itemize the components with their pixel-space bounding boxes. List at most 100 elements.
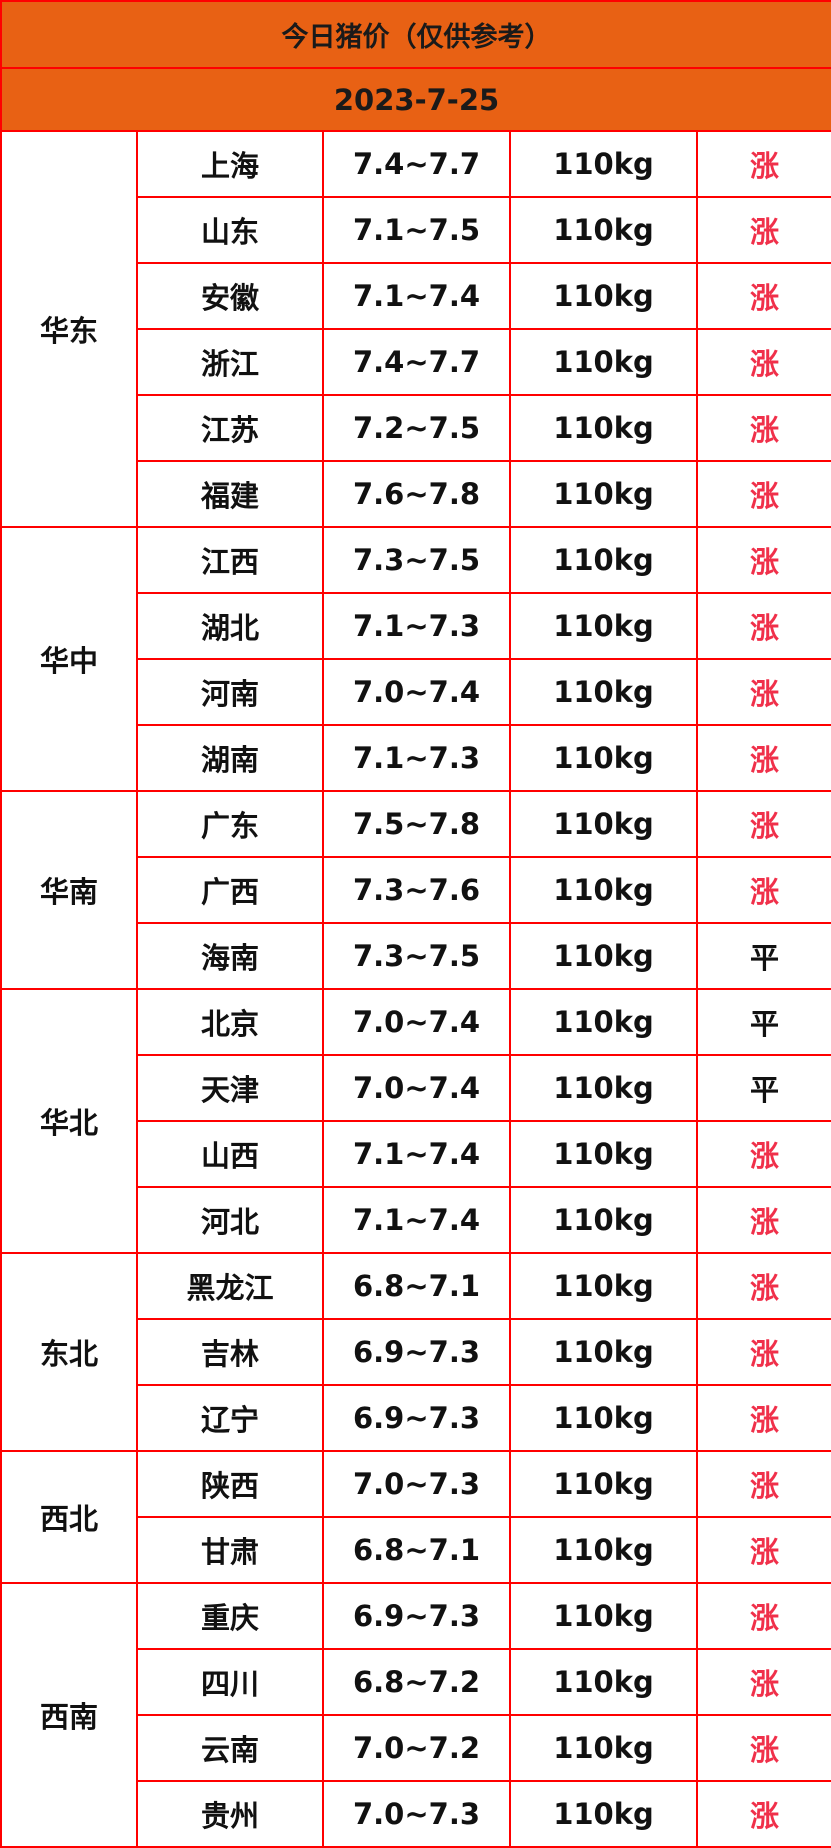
- table-row: 山东 7.1~7.5 110kg 涨: [1, 196, 831, 264]
- table-row: 华中 江西 7.3~7.5 110kg 涨: [0, 526, 831, 792]
- region-cell: 华东: [0, 130, 138, 528]
- province-cell: 云南: [136, 1714, 324, 1782]
- price-cell: 7.5~7.8: [322, 790, 511, 858]
- table-row: 四川 6.8~7.2 110kg 涨: [1, 1648, 831, 1716]
- trend-cell: 涨: [695, 262, 831, 330]
- weight-cell: 110kg: [509, 592, 698, 660]
- weight-cell: 110kg: [509, 1516, 698, 1584]
- weight-cell: 110kg: [509, 922, 698, 990]
- table-row: 江苏 7.2~7.5 110kg 涨: [1, 394, 831, 462]
- province-cell: 江苏: [136, 394, 324, 462]
- price-cell: 7.1~7.4: [322, 1120, 511, 1188]
- trend-cell: 平: [695, 988, 831, 1056]
- table-title: 今日猪价（仅供参考）: [0, 0, 831, 69]
- price-cell: 7.4~7.7: [322, 328, 511, 396]
- weight-cell: 110kg: [509, 658, 698, 726]
- price-cell: 7.1~7.4: [322, 1186, 511, 1254]
- price-cell: 7.0~7.2: [322, 1714, 511, 1782]
- weight-cell: 110kg: [509, 1054, 698, 1122]
- trend-cell: 涨: [695, 1186, 831, 1254]
- province-cell: 山西: [136, 1120, 324, 1188]
- table-row: 甘肃 6.8~7.1 110kg 涨: [1, 1516, 831, 1584]
- province-cell: 天津: [136, 1054, 324, 1122]
- weight-cell: 110kg: [509, 1780, 698, 1848]
- province-cell: 安徽: [136, 262, 324, 330]
- price-cell: 7.3~7.5: [322, 526, 511, 594]
- weight-cell: 110kg: [509, 856, 698, 924]
- table-row: 吉林 6.9~7.3 110kg 涨: [1, 1318, 831, 1386]
- weight-cell: 110kg: [509, 1714, 698, 1782]
- table-row: 湖北 7.1~7.3 110kg 涨: [1, 592, 831, 660]
- trend-cell: 涨: [695, 1780, 831, 1848]
- table-row: 天津 7.0~7.4 110kg 平: [1, 1054, 831, 1122]
- table-row: 福建 7.6~7.8 110kg 涨: [1, 460, 831, 528]
- price-cell: 7.0~7.4: [322, 658, 511, 726]
- province-cell: 福建: [136, 460, 324, 528]
- trend-cell: 涨: [695, 790, 831, 858]
- table-row: 安徽 7.1~7.4 110kg 涨: [1, 262, 831, 330]
- table-row: 浙江 7.4~7.7 110kg 涨: [1, 328, 831, 396]
- price-cell: 7.1~7.4: [322, 262, 511, 330]
- province-cell: 广西: [136, 856, 324, 924]
- province-cell: 贵州: [136, 1780, 324, 1848]
- province-cell: 重庆: [136, 1582, 324, 1650]
- price-cell: 7.4~7.7: [322, 130, 511, 198]
- trend-cell: 涨: [695, 1648, 831, 1716]
- table-row: 辽宁 6.9~7.3 110kg 涨: [1, 1384, 831, 1452]
- province-cell: 湖北: [136, 592, 324, 660]
- price-cell: 6.9~7.3: [322, 1384, 511, 1452]
- province-cell: 陕西: [136, 1450, 324, 1518]
- price-cell: 7.3~7.6: [322, 856, 511, 924]
- table-row: 华北 北京 7.0~7.4 110kg 平: [0, 988, 831, 1254]
- province-cell: 广东: [136, 790, 324, 858]
- table-row: 河南 7.0~7.4 110kg 涨: [1, 658, 831, 726]
- region-cell: 西南: [0, 1582, 138, 1848]
- province-cell: 河北: [136, 1186, 324, 1254]
- price-cell: 7.0~7.3: [322, 1450, 511, 1518]
- province-cell: 浙江: [136, 328, 324, 396]
- region-cell: 西北: [0, 1450, 138, 1584]
- province-cell: 湖南: [136, 724, 324, 792]
- weight-cell: 110kg: [509, 724, 698, 792]
- trend-cell: 涨: [695, 856, 831, 924]
- price-cell: 7.2~7.5: [322, 394, 511, 462]
- trend-cell: 涨: [695, 592, 831, 660]
- table-row: 广西 7.3~7.6 110kg 涨: [1, 856, 831, 924]
- price-cell: 7.1~7.5: [322, 196, 511, 264]
- region-cell: 华中: [0, 526, 138, 792]
- table-row: 西北 陕西 7.0~7.3 110kg 涨: [0, 1450, 831, 1584]
- trend-cell: 涨: [695, 394, 831, 462]
- table-date: 2023-7-25: [0, 67, 831, 132]
- province-cell: 甘肃: [136, 1516, 324, 1584]
- price-cell: 7.6~7.8: [322, 460, 511, 528]
- trend-cell: 涨: [695, 658, 831, 726]
- table-row: 华东 上海 7.4~7.7 110kg 涨: [0, 130, 831, 528]
- weight-cell: 110kg: [509, 1120, 698, 1188]
- region-cell: 华北: [0, 988, 138, 1254]
- price-cell: 6.9~7.3: [322, 1318, 511, 1386]
- trend-cell: 涨: [695, 1318, 831, 1386]
- price-cell: 7.0~7.3: [322, 1780, 511, 1848]
- trend-cell: 涨: [695, 1450, 831, 1518]
- province-cell: 四川: [136, 1648, 324, 1716]
- weight-cell: 110kg: [509, 1186, 698, 1254]
- price-cell: 6.8~7.2: [322, 1648, 511, 1716]
- weight-cell: 110kg: [509, 1582, 698, 1650]
- trend-cell: 涨: [695, 328, 831, 396]
- table-row: 云南 7.0~7.2 110kg 涨: [1, 1714, 831, 1782]
- weight-cell: 110kg: [509, 130, 698, 198]
- weight-cell: 110kg: [509, 1252, 698, 1320]
- trend-cell: 涨: [695, 1384, 831, 1452]
- weight-cell: 110kg: [509, 328, 698, 396]
- weight-cell: 110kg: [509, 460, 698, 528]
- price-cell: 7.0~7.4: [322, 1054, 511, 1122]
- trend-cell: 涨: [695, 130, 831, 198]
- weight-cell: 110kg: [509, 526, 698, 594]
- trend-cell: 涨: [695, 526, 831, 594]
- weight-cell: 110kg: [509, 1450, 698, 1518]
- weight-cell: 110kg: [509, 196, 698, 264]
- trend-cell: 涨: [695, 1582, 831, 1650]
- table-row: 西南 重庆 6.9~7.3 110kg 涨: [0, 1582, 831, 1848]
- price-cell: 6.9~7.3: [322, 1582, 511, 1650]
